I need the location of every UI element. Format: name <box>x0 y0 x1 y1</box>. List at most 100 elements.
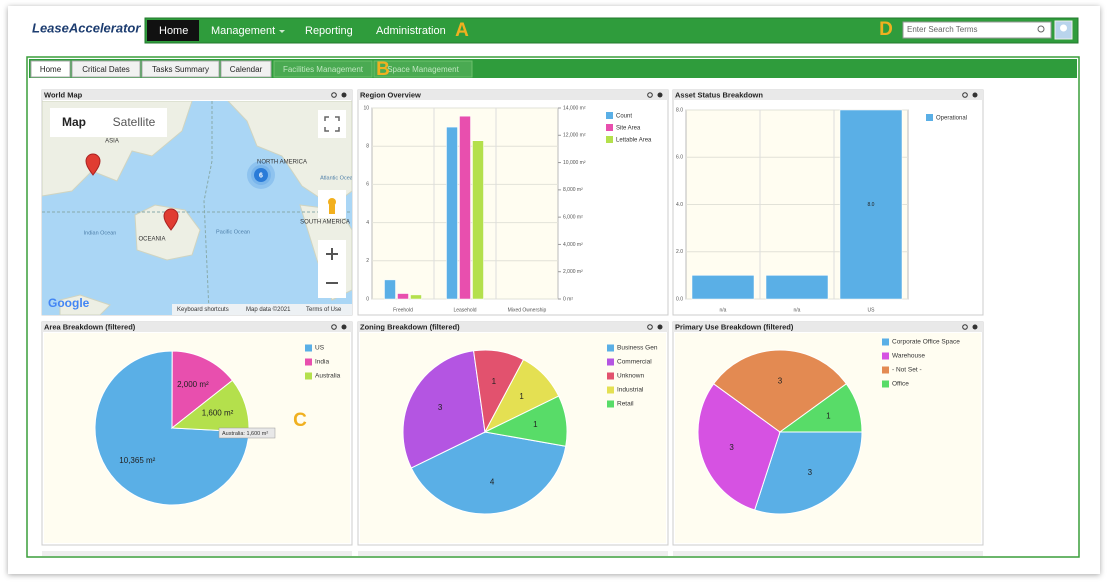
data-label: 3 <box>778 376 783 385</box>
map-label: SOUTH AMERICA <box>300 220 350 226</box>
data-label: 3 <box>729 443 734 452</box>
x-tick-label: n/a <box>794 307 801 313</box>
map-label: NORTH AMERICA <box>257 160 307 166</box>
map: ASIA OCEANIA Indian Ocean NORTH AMERICA Atla… <box>42 101 352 315</box>
y2-tick-label: 14,000 m² <box>563 105 586 111</box>
legend-swatch <box>882 352 889 360</box>
data-label: 1 <box>533 420 538 429</box>
bar <box>839 109 903 300</box>
pie-slice <box>171 350 234 430</box>
legend-label: India <box>315 359 329 366</box>
settings-icon[interactable] <box>657 324 663 330</box>
tab[interactable] <box>373 60 473 78</box>
tab-label[interactable]: Tasks Summary <box>152 65 209 74</box>
tab-label[interactable]: Space Management <box>387 65 459 74</box>
callout: C <box>293 410 307 431</box>
panel-title: Primary Use Breakdown (filtered) <box>675 322 794 331</box>
panel-title: Asset Status Breakdown <box>675 90 763 99</box>
nav-item[interactable]: Home <box>159 25 188 37</box>
search-box[interactable] <box>902 21 1052 39</box>
y-tick-label: 6 <box>366 182 369 188</box>
settings-icon[interactable] <box>341 324 347 330</box>
pie-slice <box>712 349 848 433</box>
legend-swatch <box>882 366 889 374</box>
tab[interactable] <box>273 60 373 78</box>
pie-slice <box>402 350 486 469</box>
tab-label[interactable]: Home <box>40 65 62 74</box>
data-label: 2,000 m² <box>177 380 209 389</box>
map-footer-link[interactable]: Terms of Use <box>306 307 342 313</box>
panel-header-partial <box>358 551 668 556</box>
map-type-button[interactable]: Map <box>62 115 86 129</box>
callout: A <box>455 20 469 41</box>
panel-header <box>42 322 352 332</box>
y2-tick-label: 2,000 m² <box>563 269 583 275</box>
legend-swatch <box>607 386 614 394</box>
y2-tick-label: 12,000 m² <box>563 133 586 139</box>
bar <box>691 275 755 300</box>
pie-slice <box>410 431 567 515</box>
logo: LeaseAccelerator <box>32 20 141 35</box>
bar <box>472 140 484 300</box>
data-label: 3 <box>808 468 813 477</box>
cluster[interactable] <box>254 168 268 182</box>
tab[interactable] <box>30 60 71 78</box>
y-tick-label: 2 <box>366 258 369 264</box>
fullscreen-button[interactable] <box>318 110 346 138</box>
map-footer-link[interactable]: Keyboard shortcuts <box>177 307 229 313</box>
y-tick-label: 4.0 <box>676 202 683 208</box>
zoom-icon[interactable] <box>962 92 968 98</box>
callout: B <box>376 59 390 80</box>
zoom-icon[interactable] <box>962 324 968 330</box>
zoom-icon[interactable] <box>331 324 337 330</box>
settings-icon[interactable] <box>657 92 663 98</box>
legend-label: Count <box>616 114 632 120</box>
nav-item[interactable]: Management <box>211 25 275 37</box>
nav-dropdown-arrow <box>279 30 285 33</box>
legend-label: Retail <box>617 401 634 408</box>
legend-label: - Not Set - <box>892 367 922 374</box>
map-land <box>134 204 201 261</box>
zoom-icon[interactable] <box>331 92 337 98</box>
x-tick-label: Leasehold <box>453 307 476 313</box>
panel-header-partial <box>42 551 352 556</box>
nav-item[interactable]: Reporting <box>305 25 353 37</box>
legend-swatch <box>607 372 614 380</box>
tab[interactable] <box>141 60 220 78</box>
callout: D <box>879 19 893 40</box>
legend-label: US <box>315 345 325 352</box>
settings-icon[interactable] <box>972 92 978 98</box>
zoom-in[interactable] <box>326 248 338 260</box>
legend-swatch <box>606 124 613 131</box>
legend-swatch <box>607 358 614 366</box>
tab[interactable] <box>71 60 141 78</box>
nav-item[interactable]: Administration <box>376 25 446 37</box>
y2-tick-label: 0 m² <box>563 296 573 302</box>
tab-label[interactable]: Facilities Management <box>283 65 364 74</box>
tab-label[interactable]: Critical Dates <box>82 65 130 74</box>
data-label: 1 <box>826 411 831 420</box>
map-type-button[interactable]: Satellite <box>113 115 156 129</box>
legend-label: Operational <box>936 116 967 122</box>
settings-icon[interactable] <box>972 324 978 330</box>
map-marker[interactable] <box>163 208 179 231</box>
panel-header <box>358 322 668 332</box>
map-footer-link[interactable]: Map data ©2021 <box>246 306 291 313</box>
legend-swatch <box>305 358 312 366</box>
panel-title: Zoning Breakdown (filtered) <box>360 322 460 331</box>
tab-label[interactable]: Calendar <box>230 65 263 74</box>
settings-icon[interactable] <box>341 92 347 98</box>
y-tick-label: 6.0 <box>676 155 683 161</box>
map-marker[interactable] <box>85 153 101 176</box>
zoom-icon[interactable] <box>647 324 653 330</box>
legend-label: Warehouse <box>892 353 925 360</box>
zoom-icon[interactable] <box>647 92 653 98</box>
legend-swatch <box>606 136 613 143</box>
legend-swatch <box>305 372 312 380</box>
fullscreen-icon <box>324 116 340 132</box>
panel-header <box>358 90 668 100</box>
search-icon[interactable] <box>1037 25 1045 33</box>
panel-header-partial <box>673 551 983 556</box>
tab[interactable] <box>220 60 272 78</box>
